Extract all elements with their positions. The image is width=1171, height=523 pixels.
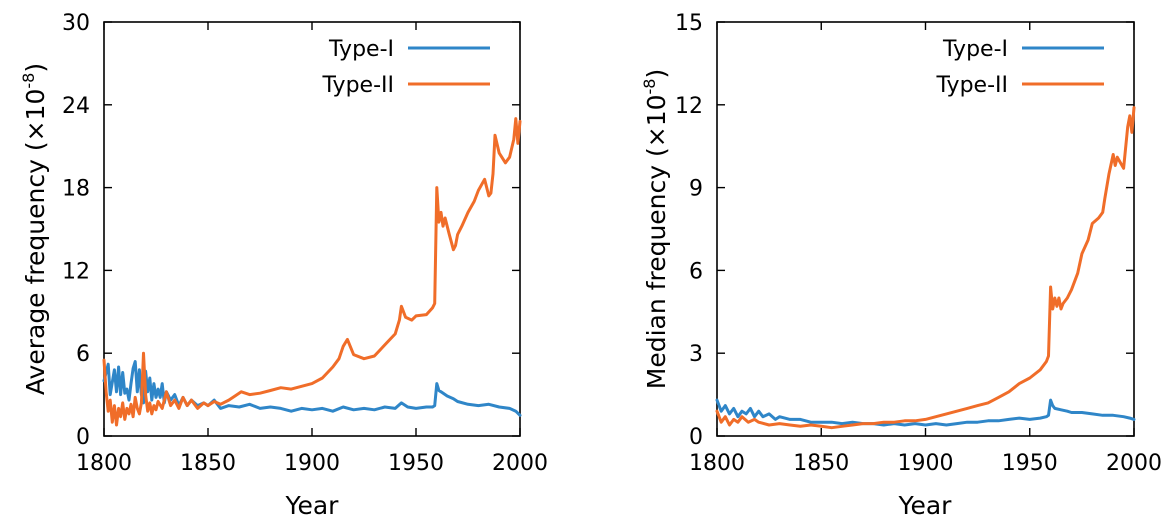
y-tick-label: 30 [62,11,90,36]
series-line-type-i [715,398,1136,427]
x-tick-label: 2000 [1106,451,1162,476]
x-tick-label: 1950 [1002,451,1058,476]
y-axis-label: Median frequency (×10-8) [640,69,671,389]
x-tick-label: 1800 [76,451,132,476]
y-tick-label: 3 [689,342,703,367]
y-axis-label-text: Average frequency (×10 [21,89,50,395]
x-tick-label: 2000 [492,451,548,476]
series-lines [715,106,1136,430]
y-tick-label: 15 [675,11,703,36]
series-lines [102,117,522,427]
y-tick-label: 18 [62,177,90,202]
y-tick-label: 12 [62,259,90,284]
x-axis-label: Year [898,491,953,520]
y-tick-label: 24 [62,94,90,119]
x-tick-label: 1900 [284,451,340,476]
legend-label: Type-I [328,37,394,62]
x-tick-label: 1950 [388,451,444,476]
legend-label: Type-II [936,73,1008,98]
legend-label: Type-II [322,73,394,98]
x-tick-label: 1900 [898,451,954,476]
legend-label: Type-I [942,37,1008,62]
x-axis-label: Year [285,491,340,520]
y-axis-label-close: ) [21,63,50,73]
x-tick-label: 1850 [793,451,849,476]
y-axis-label-exponent: -8 [19,73,38,89]
y-tick-label: 12 [675,94,703,119]
y-tick-label: 0 [689,425,703,450]
y-tick-label: 0 [76,425,90,450]
y-axis-label: Average frequency (×10-8) [19,63,50,395]
series-line-type-ii [715,106,1136,430]
y-tick-label: 6 [76,342,90,367]
y-tick-label: 9 [689,177,703,202]
y-axis-label-close: ) [642,69,671,79]
y-tick-label: 6 [689,259,703,284]
axis-ticks: 1800 1850 1900 1950 2000 0 6 12 18 24 30 [62,11,548,476]
x-tick-label: 1800 [689,451,745,476]
legend: Type-I Type-II [322,37,490,98]
y-axis-label-exponent: -8 [640,79,659,95]
series-line-type-i [102,360,522,417]
axis-ticks: 1800 1850 1900 1950 2000 0 3 6 9 12 15 [675,11,1162,476]
x-tick-label: 1850 [180,451,236,476]
legend: Type-I Type-II [936,37,1104,98]
series-line-type-ii [102,117,522,427]
y-axis-label-text: Median frequency (×10 [642,94,671,389]
